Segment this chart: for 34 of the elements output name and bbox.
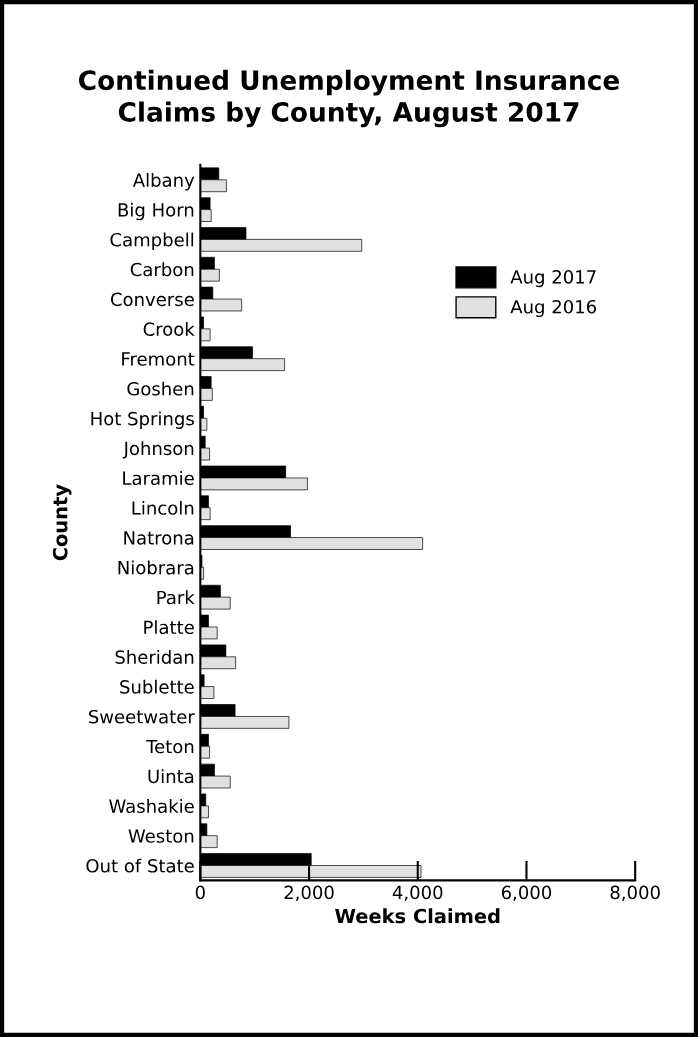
y-tick-label: Park	[157, 590, 195, 605]
x-tick-label: 0	[195, 885, 205, 900]
y-tick-label: Natrona	[124, 531, 194, 545]
y-tick-label: Fremont	[122, 352, 195, 366]
y-tick-label: Carbon	[130, 262, 194, 277]
y-tick-label: Converse	[110, 292, 194, 307]
y-tick-label: Big Horn	[118, 202, 194, 221]
y-tick-label: Hot Springs	[91, 411, 194, 429]
y-tick-label: Sweetwater	[88, 709, 195, 724]
y-tick-label: Sheridan	[115, 649, 194, 664]
x-tick-label: 2,000	[284, 885, 334, 902]
y-tick-label: Johnson	[122, 441, 194, 459]
x-tick-label: 6,000	[501, 885, 552, 902]
y-tick-label: Uinta	[148, 769, 194, 784]
x-tick-label: 4,000	[392, 885, 443, 902]
y-tick-label: Niobrara	[118, 560, 194, 575]
chart-title: Continued Unemployment Insurance Claims by County, August 2017	[79, 69, 620, 128]
y-tick-label: Platte	[144, 620, 194, 635]
legend-label: Aug 2017	[510, 270, 596, 288]
y-tick-label: Weston	[128, 829, 194, 843]
legend-label: Aug 2016	[510, 299, 597, 318]
y-tick-label: Goshen	[127, 381, 194, 396]
y-tick-label: Crook	[143, 322, 195, 336]
y-tick-label: Laramie	[123, 471, 194, 486]
y-tick-label: Teton	[146, 739, 194, 754]
x-tick-label: 8,000	[610, 885, 660, 902]
y-tick-label: Campbell	[110, 232, 194, 251]
x-axis-title: Weeks Claimed	[335, 908, 500, 924]
y-tick-label: Sublette	[120, 679, 194, 694]
y-tick-label: Out of State	[86, 858, 194, 873]
y-axis-title: County	[52, 484, 72, 561]
y-tick-label: Lincoln	[132, 500, 194, 515]
y-tick-label: Albany	[132, 172, 195, 191]
y-tick-label: Washakie	[109, 799, 194, 813]
